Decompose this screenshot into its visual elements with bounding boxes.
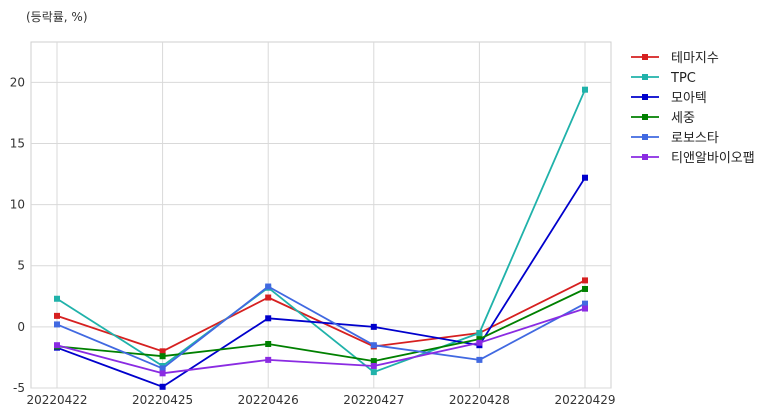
data-point-5-2 [265, 356, 272, 363]
data-point-0-2 [265, 294, 272, 301]
legend-label-1: TPC [670, 71, 696, 86]
data-point-3-3 [370, 358, 377, 365]
y-tick-label: 10 [10, 198, 25, 212]
data-point-3-4 [476, 336, 483, 343]
legend-label-5: 티앤알바이오팹 [671, 151, 755, 166]
data-point-0-1 [159, 348, 166, 355]
data-point-1-3 [370, 369, 377, 376]
data-point-2-1 [159, 383, 166, 390]
x-tick-label: 20220429 [554, 393, 615, 407]
data-point-4-0 [54, 321, 60, 328]
data-point-1-4 [476, 329, 483, 336]
legend-label-2: 모아텍 [671, 91, 707, 106]
data-point-5-5 [582, 305, 588, 312]
legend-marker-3 [642, 114, 648, 120]
data-point-1-0 [54, 295, 60, 302]
y-tick-label: 5 [17, 259, 25, 273]
legend-label-3: 세중 [671, 111, 695, 126]
y-tick-label: 20 [10, 75, 25, 89]
data-point-3-5 [582, 285, 588, 292]
x-tick-label: 20220428 [449, 393, 510, 407]
legend-marker-1 [642, 74, 648, 80]
series-line-2 [56, 177, 586, 388]
data-point-0-0 [54, 312, 60, 319]
data-point-4-5 [582, 300, 588, 307]
legend-label-0: 테마지수 [671, 51, 719, 66]
data-point-5-4 [476, 339, 483, 346]
data-point-0-5 [582, 277, 588, 284]
data-point-5-1 [159, 370, 166, 377]
data-point-4-3 [370, 342, 377, 349]
series-line-4 [56, 285, 586, 370]
y-tick-label: -5 [13, 381, 25, 395]
data-point-5-3 [370, 362, 377, 369]
data-point-1-5 [582, 86, 588, 93]
legend-marker-4 [642, 134, 648, 140]
x-tick-label: 20220426 [238, 393, 299, 407]
legend-label-4: 로보스타 [671, 131, 719, 146]
data-point-3-1 [159, 353, 166, 360]
data-point-2-2 [265, 315, 272, 322]
x-tick-label: 20220427 [343, 393, 404, 407]
legend-marker-2 [642, 94, 648, 100]
legend-marker-0 [642, 54, 648, 60]
data-point-2-3 [370, 323, 377, 330]
data-point-4-4 [476, 356, 483, 363]
data-point-3-2 [265, 340, 272, 347]
y-tick-label: 15 [10, 136, 25, 150]
x-tick-label: 20220425 [132, 393, 193, 407]
data-point-2-5 [582, 174, 588, 181]
data-point-4-1 [159, 365, 166, 372]
x-tick-label: 20220422 [26, 393, 87, 407]
legend-marker-5 [642, 154, 648, 160]
data-point-5-0 [54, 342, 60, 349]
unit-label: (등락률, %) [26, 10, 88, 24]
series-line-5 [56, 307, 586, 375]
series-line-3 [56, 288, 586, 363]
y-tick-label: 0 [17, 320, 25, 334]
data-point-4-2 [265, 283, 272, 290]
